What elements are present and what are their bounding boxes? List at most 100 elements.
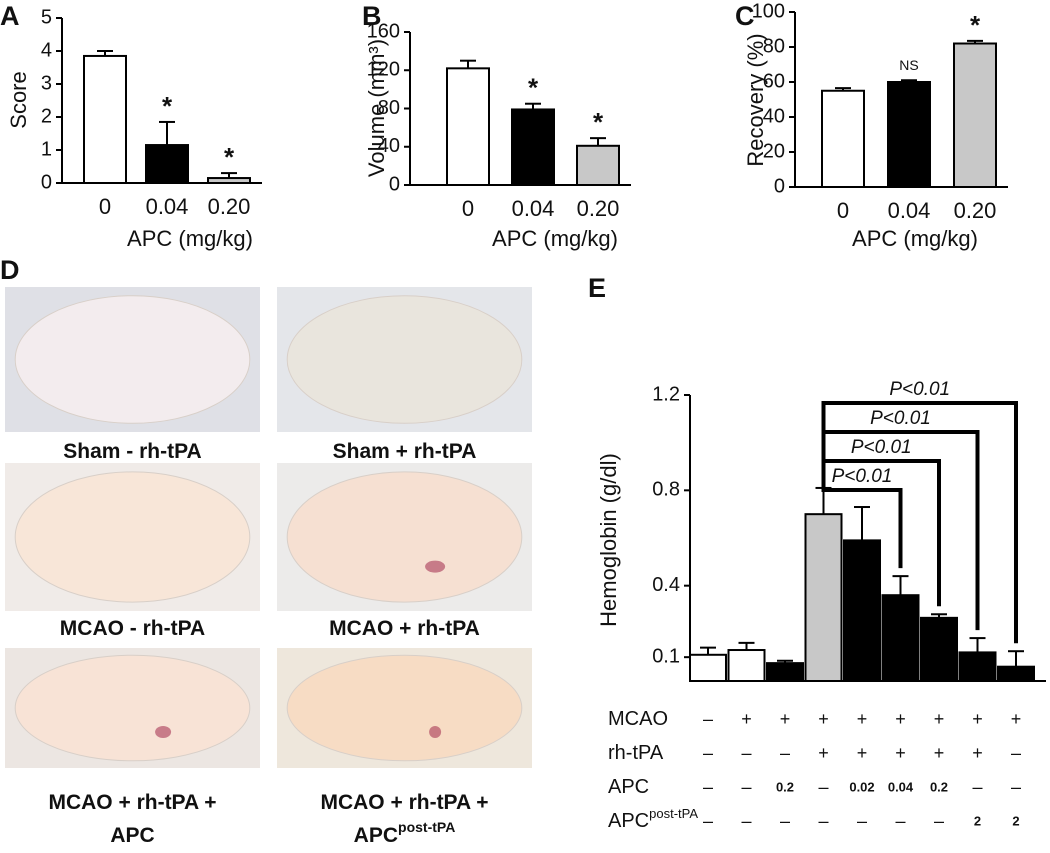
condition-cell: – (780, 811, 790, 831)
brain-section (14, 295, 251, 424)
y-tick-label: 3 (41, 72, 52, 94)
significance-bracket (821, 401, 1018, 644)
condition-cell: + (972, 709, 983, 729)
brain-section (286, 471, 523, 603)
annotation: * (528, 73, 539, 103)
caption: Sham - rh-tPA (63, 440, 201, 463)
condition-cell: 2 (974, 813, 981, 828)
condition-cell: 0.04 (888, 779, 914, 794)
p-value: P<0.01 (851, 437, 912, 458)
bar (887, 81, 931, 188)
condition-name-text: MCAO (608, 708, 668, 730)
condition-cell: + (857, 743, 868, 763)
y-tick-label: 40 (378, 135, 400, 157)
caption: APCpost-tPA (354, 819, 456, 847)
x-tick-label: 0 (462, 196, 474, 221)
condition-cell: + (972, 743, 983, 763)
caption-text: Sham - rh-tPA (63, 440, 201, 463)
caption-text: APC (110, 824, 154, 847)
bar (446, 67, 490, 186)
condition-cell: – (741, 811, 751, 831)
lesion (429, 726, 442, 738)
caption-sup: post-tPA (398, 819, 455, 835)
y-tick-label: 0 (389, 173, 400, 195)
y-tick-label: 0.4 (652, 574, 680, 596)
condition-name-text: APC (608, 776, 649, 798)
condition-cell: – (1011, 777, 1021, 797)
caption: MCAO - rh-tPA (60, 617, 205, 640)
p-value: P<0.01 (870, 408, 931, 429)
x-axis-label: APC (mg/kg) (492, 226, 618, 251)
condition-cell: – (703, 743, 713, 763)
condition-cell: + (818, 709, 829, 729)
condition-cell: – (972, 777, 982, 797)
condition-cell: + (895, 743, 906, 763)
y-axis-label: Hemoglobin (g/dl) (596, 453, 621, 627)
condition-cell: + (895, 709, 906, 729)
condition-cell: 0.2 (930, 779, 948, 794)
y-tick-label: 20 (763, 140, 785, 162)
y-tick-label: 40 (763, 105, 785, 127)
caption-text: MCAO + rh-tPA + (48, 791, 216, 814)
condition-cell: + (741, 709, 752, 729)
annotation: * (593, 107, 604, 137)
condition-cell: – (741, 777, 751, 797)
condition-name-sup: post-tPA (649, 806, 698, 821)
bar (83, 54, 127, 185)
brain-section (14, 654, 251, 762)
y-tick-label: 160 (367, 20, 400, 42)
y-tick-label: 100 (752, 0, 785, 22)
x-tick-label: 0.04 (512, 196, 555, 221)
condition-name-text: rh-tPA (608, 742, 664, 764)
lesion (425, 560, 446, 573)
y-tick-label: 5 (41, 6, 52, 28)
condition-cell: – (934, 811, 944, 831)
caption: MCAO + rh-tPA + (48, 791, 216, 814)
bar (766, 662, 804, 682)
brain-section (286, 295, 523, 424)
caption-text: APC (354, 824, 398, 847)
y-tick-label: 1.2 (652, 383, 680, 405)
y-axis-label: Volume (mm³) (364, 39, 389, 177)
bar (145, 144, 189, 185)
condition-cell: + (934, 709, 945, 729)
condition-cell: – (857, 811, 867, 831)
p-value: P<0.01 (832, 466, 893, 487)
condition-cell: + (934, 743, 945, 763)
condition-cell: – (703, 777, 713, 797)
condition-cell: + (857, 709, 868, 729)
y-tick-label: 1 (41, 138, 52, 160)
condition-name: rh-tPA (608, 742, 664, 764)
y-tick-label: 0 (774, 175, 785, 197)
condition-cell: – (703, 709, 713, 729)
y-tick-label: 0.8 (652, 479, 680, 501)
condition-cell: + (780, 709, 791, 729)
significance-bracket (821, 481, 903, 569)
x-tick-label: 0.04 (146, 194, 189, 219)
condition-cell: 0.02 (849, 779, 874, 794)
caption-text: MCAO - rh-tPA (60, 617, 205, 640)
bar (207, 177, 251, 185)
bar (920, 616, 958, 683)
condition-name: APC (608, 776, 649, 798)
condition-name: APCpost-tPA (608, 806, 698, 832)
panel-label: B (362, 1, 382, 31)
panel-label: D (0, 255, 20, 285)
y-axis-label: Score (6, 71, 31, 128)
x-tick-label: 0.20 (577, 196, 620, 221)
caption-text: MCAO + rh-tPA + (320, 791, 488, 814)
lesion (155, 726, 172, 738)
bar (958, 651, 997, 683)
condition-cell: + (1011, 709, 1022, 729)
condition-cell: – (703, 811, 713, 831)
y-tick-label: 80 (763, 35, 785, 57)
x-tick-label: 0 (99, 194, 111, 219)
annotation: NS (899, 57, 918, 73)
y-tick-label: 120 (367, 59, 400, 81)
bar (511, 108, 555, 186)
bar (953, 42, 997, 188)
condition-cell: 0.2 (776, 779, 794, 794)
caption: MCAO + rh-tPA + (320, 791, 488, 814)
x-tick-label: 0 (837, 198, 849, 223)
caption-text: MCAO + rh-tPA (329, 617, 480, 640)
